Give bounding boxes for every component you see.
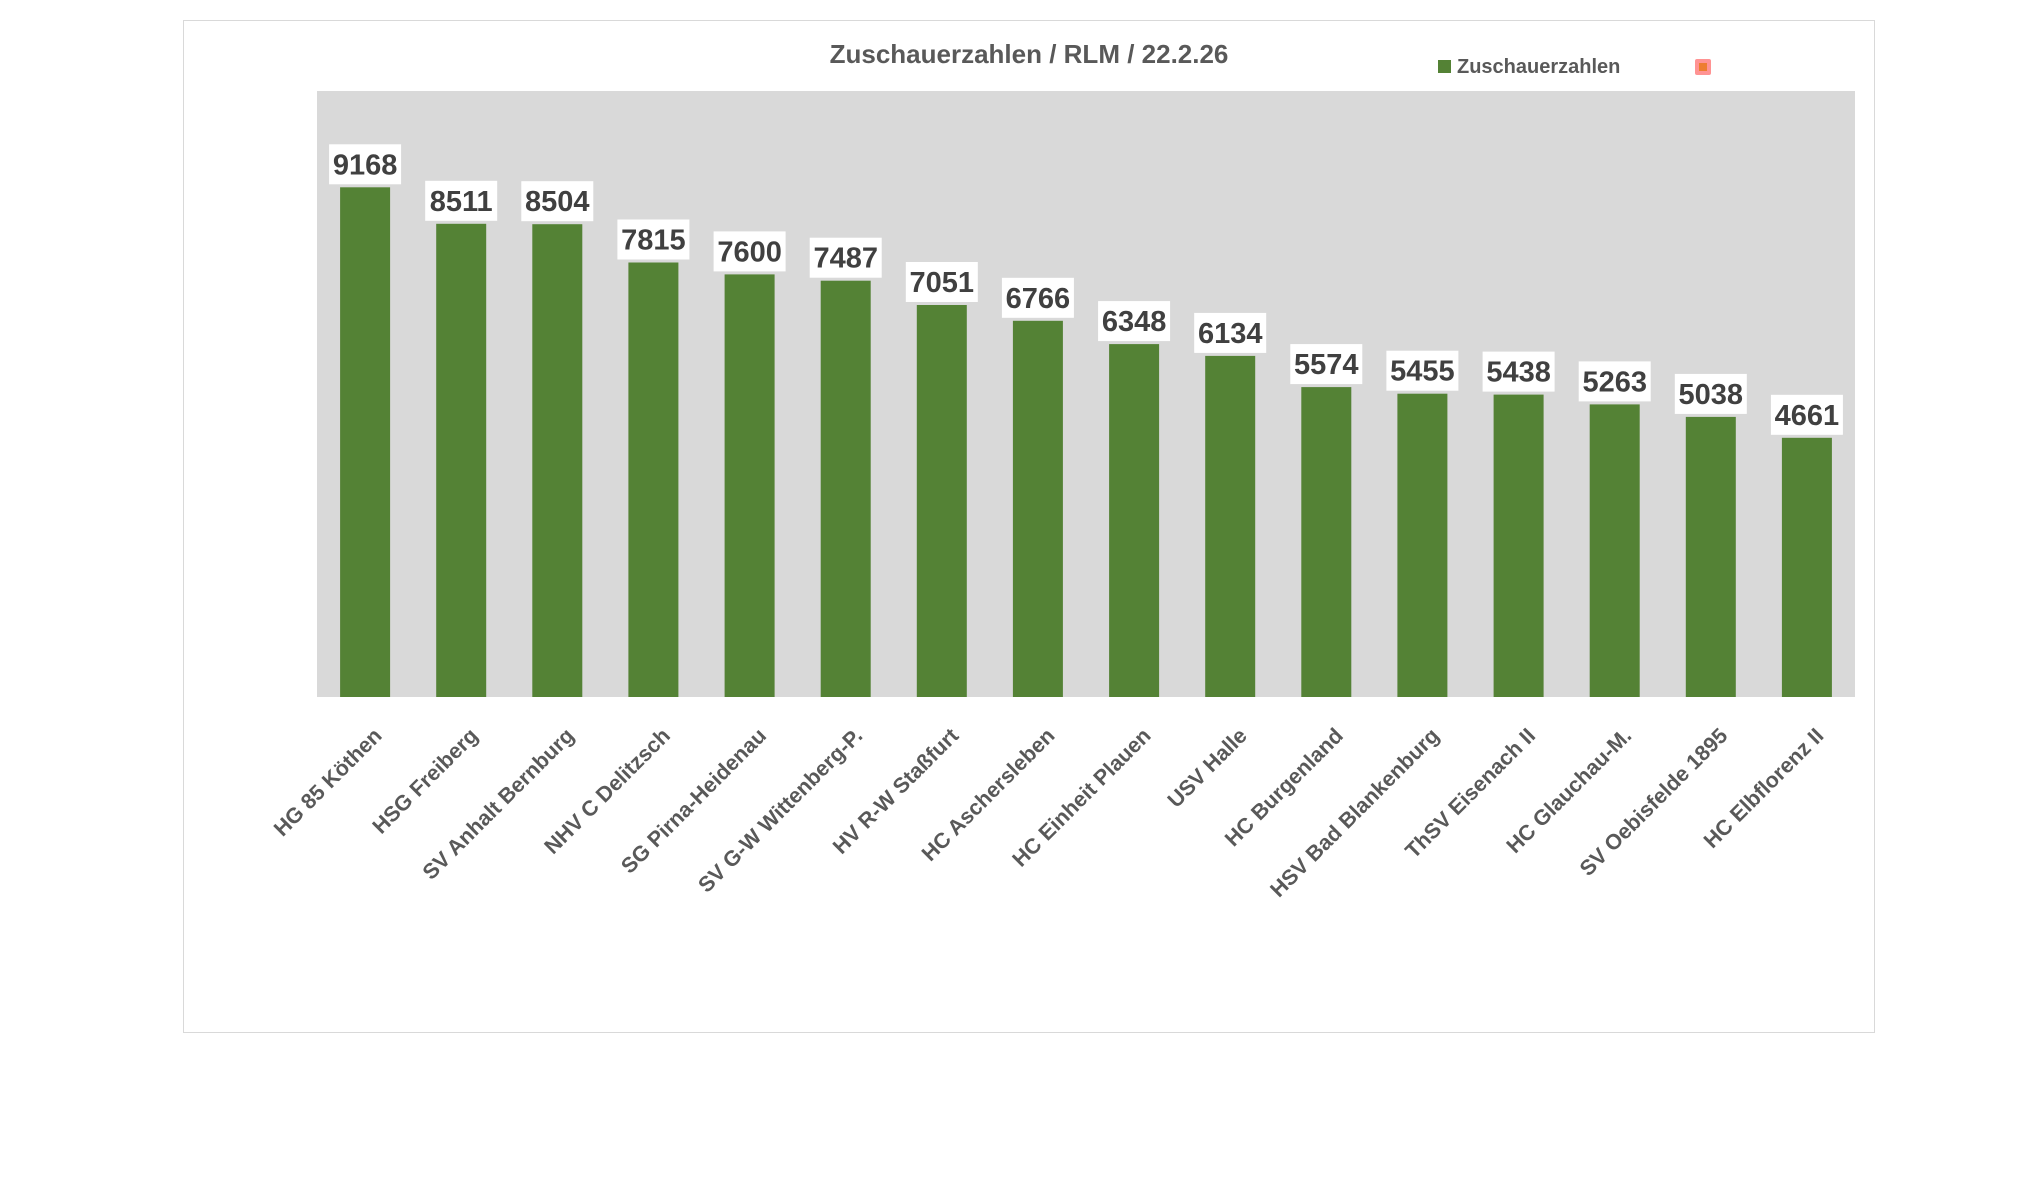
legend-swatch-marker-core xyxy=(1699,63,1707,71)
value-label-box-11 xyxy=(1290,344,1363,385)
chart-frame: 9168 8511 8504 7815 7600 7487 7051 6766 6348 6134… xyxy=(183,20,1875,1033)
value-label-box-5 xyxy=(713,231,786,272)
value-label-box-3 xyxy=(521,181,594,222)
value-label-9: 6348 xyxy=(1102,306,1167,338)
value-label-box-1 xyxy=(329,144,402,185)
category-label-10: USV Halle xyxy=(1163,724,1252,813)
value-label-4: 7815 xyxy=(621,225,686,257)
bar-9 xyxy=(1109,344,1160,697)
value-label-box-6 xyxy=(809,237,882,278)
value-label-box-13 xyxy=(1482,351,1555,392)
bar-3 xyxy=(532,224,583,697)
bar-1 xyxy=(340,187,391,698)
bars-layer xyxy=(340,187,1832,698)
bar-2 xyxy=(436,223,487,698)
legend-label-zuschauerzahlen: Zuschauerzahlen xyxy=(1457,56,1620,78)
value-label-box-2 xyxy=(425,180,498,221)
value-label-12: 5455 xyxy=(1390,356,1455,388)
value-label-box-4 xyxy=(617,219,690,260)
value-label-7: 7051 xyxy=(910,267,975,299)
bar-13 xyxy=(1493,394,1544,697)
legend-swatch-zuschauerzahlen xyxy=(1438,60,1451,73)
bar-12 xyxy=(1397,393,1448,697)
value-label-box-8 xyxy=(1001,277,1074,318)
category-label-12: HSV Bad Blankenburg xyxy=(1266,724,1444,902)
bar-7 xyxy=(916,305,967,697)
value-label-11: 5574 xyxy=(1294,349,1359,381)
value-label-13: 5438 xyxy=(1486,357,1551,389)
bar-6 xyxy=(820,280,871,697)
value-label-box-12 xyxy=(1386,350,1459,391)
bar-8 xyxy=(1012,320,1063,697)
bar-4 xyxy=(628,262,679,697)
bar-5 xyxy=(724,274,775,697)
bar-15 xyxy=(1685,416,1736,697)
value-label-box-15 xyxy=(1674,373,1747,414)
bar-14 xyxy=(1589,404,1640,697)
value-label-2: 8511 xyxy=(430,186,493,218)
value-label-16: 4661 xyxy=(1775,400,1840,432)
value-label-1: 9168 xyxy=(333,149,398,181)
value-label-6: 7487 xyxy=(813,243,878,275)
value-label-5: 7600 xyxy=(717,236,782,268)
value-label-3: 8504 xyxy=(525,186,590,218)
value-label-box-16 xyxy=(1770,394,1843,435)
value-label-14: 5263 xyxy=(1582,366,1647,398)
value-label-10: 6134 xyxy=(1198,318,1263,350)
value-label-box-10 xyxy=(1194,312,1267,353)
bar-chart: 9168 8511 8504 7815 7600 7487 7051 6766 6348 6134… xyxy=(269,39,1855,902)
value-label-box-14 xyxy=(1578,361,1651,402)
category-label-6: SV G-W Wittenberg-P. xyxy=(694,724,868,898)
legend: Zuschauerzahlen xyxy=(1438,56,1711,78)
value-label-15: 5038 xyxy=(1679,379,1744,411)
bar-10 xyxy=(1205,355,1256,697)
value-label-8: 6766 xyxy=(1006,283,1071,315)
value-label-box-9 xyxy=(1098,301,1171,342)
bar-11 xyxy=(1301,387,1352,697)
value-labels-layer: 9168 8511 8504 7815 7600 7487 7051 6766 6348 6134… xyxy=(329,144,1843,435)
value-label-box-7 xyxy=(905,262,978,302)
chart-title: Zuschauerzahlen / RLM / 22.2.26 xyxy=(830,39,1229,69)
bar-16 xyxy=(1781,437,1832,697)
